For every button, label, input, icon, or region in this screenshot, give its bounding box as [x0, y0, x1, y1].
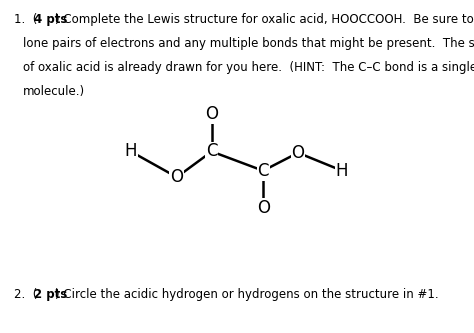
- Text: O: O: [256, 199, 270, 217]
- Text: 2 pts: 2 pts: [34, 288, 67, 301]
- Text: 4 pts: 4 pts: [34, 13, 67, 26]
- Text: O: O: [292, 144, 304, 162]
- Text: lone pairs of electrons and any multiple bonds that might be present.  The skele: lone pairs of electrons and any multiple…: [23, 37, 474, 50]
- Text: molecule.): molecule.): [23, 85, 85, 98]
- Text: C: C: [257, 162, 269, 180]
- Text: ) Circle the acidic hydrogen or hydrogens on the structure in #1.: ) Circle the acidic hydrogen or hydrogen…: [55, 288, 438, 301]
- Text: ) Complete the Lewis structure for oxalic acid, HOOCCOOH.  Be sure to include al: ) Complete the Lewis structure for oxali…: [55, 13, 474, 26]
- Text: 2.  (: 2. (: [14, 288, 37, 301]
- Text: O: O: [205, 105, 218, 123]
- Text: of oxalic acid is already drawn for you here.  (HINT:  The C–C bond is a single : of oxalic acid is already drawn for you …: [23, 61, 474, 74]
- Text: O: O: [170, 168, 183, 186]
- Text: H: H: [336, 162, 348, 180]
- Text: 1.  (: 1. (: [14, 13, 37, 26]
- Text: C: C: [206, 143, 218, 161]
- Text: H: H: [125, 143, 137, 161]
